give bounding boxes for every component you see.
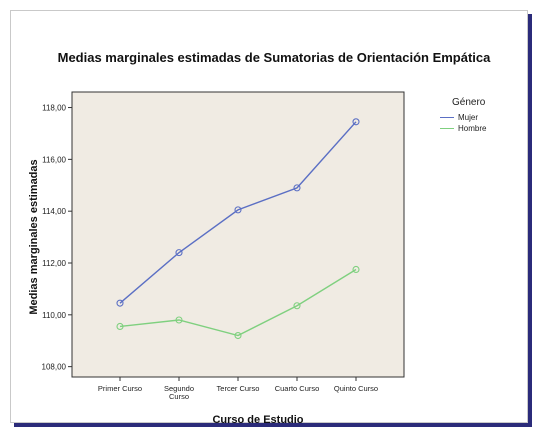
data-point-hombre [116, 322, 124, 331]
plot-area [71, 91, 405, 378]
data-point-mujer [293, 184, 301, 192]
legend-title: Género [452, 97, 486, 108]
y-tick-label: 114,00 [42, 207, 66, 216]
x-tick-label: Cuarto Curso [275, 384, 320, 393]
y-axis: 108,00 110,00 112,00 114,00 116,00 118,00 [42, 104, 72, 372]
data-point-mujer [352, 118, 360, 126]
data-point-hombre [352, 265, 360, 274]
y-tick-label: 108,00 [42, 363, 67, 372]
x-tick-label: Tercer Curso [217, 384, 260, 393]
legend-swatch-mujer [440, 117, 454, 118]
y-tick-label: 110,00 [42, 311, 66, 320]
series-line-mujer [119, 121, 357, 304]
legend-label-hombre: Hombre [458, 124, 487, 133]
series-layer [116, 118, 360, 340]
data-point-hombre [293, 302, 301, 310]
series-line-hombre [119, 268, 357, 337]
data-point-hombre [175, 316, 183, 324]
chart-title: Medias marginales estimadas de Sumatoria… [57, 50, 491, 65]
data-point-mujer [116, 299, 124, 307]
y-tick-label: 116,00 [42, 155, 66, 164]
x-tick-label: Quinto Curso [334, 384, 378, 393]
y-tick-label: 112,00 [42, 259, 66, 268]
legend-item-mujer: Mujer [440, 112, 535, 123]
y-tick-label: 118,00 [42, 104, 66, 113]
legend-label-mujer: Mujer [458, 113, 479, 122]
legend-swatch-hombre [440, 128, 454, 129]
x-axis: Primer Curso Segundo Curso Tercer Curso Cuar… [98, 377, 378, 401]
data-point-mujer [175, 249, 183, 257]
data-point-mujer [234, 206, 242, 214]
legend: Género Mujer Hombre [440, 97, 535, 134]
x-axis-label: Curso de Estudio [212, 414, 304, 426]
x-tick-label: Segundo Curso [164, 384, 194, 401]
data-point-hombre [234, 331, 242, 340]
x-tick-label: Primer Curso [98, 384, 142, 393]
legend-item-hombre: Hombre [440, 123, 535, 134]
